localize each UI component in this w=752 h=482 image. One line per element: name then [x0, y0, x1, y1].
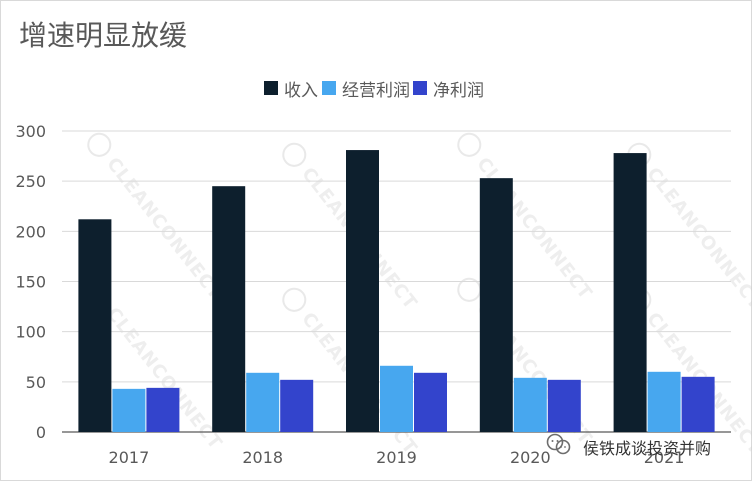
bar-经营利润-2017	[112, 388, 146, 432]
x-axis-labels: 2017 2018 2019 2020 2021	[109, 448, 685, 467]
y-tick-label: 100	[15, 323, 46, 342]
bar-收入-2019	[346, 150, 379, 432]
legend-label: 净利润	[433, 81, 484, 101]
x-tick-label: 2018	[242, 448, 283, 467]
bar-收入-2017	[78, 219, 112, 432]
legend-label: 经营利润	[342, 81, 410, 101]
x-tick-label: 2019	[376, 448, 417, 467]
x-tick-label: 2021	[644, 448, 685, 467]
y-tick-label: 150	[15, 273, 46, 292]
watermark-logo-icon	[87, 132, 112, 157]
watermark-text: CLEANCONNECT	[642, 164, 752, 314]
y-tick-label: 250	[15, 172, 46, 191]
y-tick-label: 50	[26, 373, 46, 392]
bar-净利润-2019	[414, 372, 447, 432]
y-tick-label: 0	[36, 423, 46, 442]
bar-净利润-2020	[547, 379, 581, 432]
legend-swatch	[322, 81, 336, 95]
bar-经营利润-2021	[647, 371, 681, 432]
bar-净利润-2021	[681, 376, 715, 432]
x-tick-label: 2017	[109, 448, 150, 467]
chart-legend: 收入 经营利润 净利润	[264, 81, 484, 101]
bar-净利润-2018	[280, 379, 314, 432]
watermark-logo-icon	[457, 132, 482, 157]
watermark-logo-icon	[282, 142, 307, 167]
wechat-badge: 侯铁成谈投资并购	[546, 433, 711, 458]
x-tick-label: 2020	[510, 448, 551, 467]
bar-净利润-2017	[146, 387, 180, 432]
bar-经营利润-2020	[513, 377, 547, 432]
bar-收入-2018	[212, 186, 246, 432]
bar-经营利润-2019	[380, 365, 413, 432]
watermark: CLEANCONNECT	[457, 132, 596, 304]
wechat-icon	[546, 433, 571, 455]
wechat-account-label: 侯铁成谈投资并购	[583, 439, 711, 458]
y-tick-label: 300	[15, 122, 46, 141]
bar-经营利润-2018	[246, 372, 280, 432]
chart-title: 增速明显放缓	[19, 19, 187, 52]
bar-收入-2021	[613, 153, 647, 432]
bar-收入-2020	[479, 178, 513, 432]
legend-swatch	[264, 81, 278, 95]
legend-label: 收入	[284, 81, 318, 101]
legend-swatch	[413, 81, 427, 95]
watermark-logo-icon	[282, 287, 307, 312]
y-axis-labels: 0 50 100 150 200 250 300	[15, 122, 46, 442]
y-tick-label: 200	[15, 222, 46, 241]
bars-layer	[78, 150, 715, 432]
